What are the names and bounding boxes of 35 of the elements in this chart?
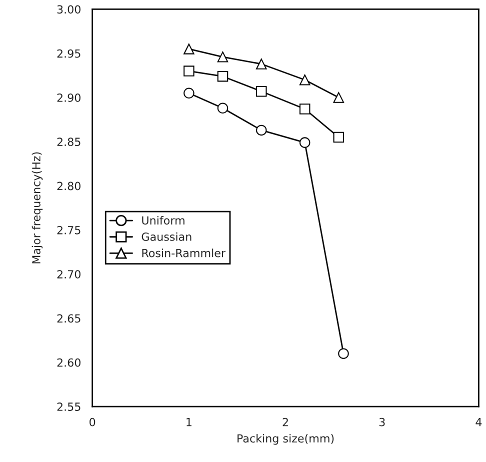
point [333,132,344,143]
point [299,104,310,114]
y-tick-label: 2.85 [57,138,80,146]
x-tick-label: 1 [186,418,192,426]
y-axis-title: Major frequency(Hz) [32,152,43,264]
legend-label: Gaussian [142,232,192,241]
point [333,92,344,103]
point [217,102,228,114]
y-tick-label: 2.80 [57,182,80,190]
point [256,86,267,97]
x-tick-label: 3 [379,418,385,426]
y-tick-label: 2.70 [57,270,80,278]
x-tick-label: 4 [476,418,482,426]
y-tick-label: 2.90 [57,94,80,102]
x-axis-title: Packing size(mm) [238,434,334,445]
point [217,52,228,62]
point [256,58,267,70]
x-tick-label: 2 [282,418,288,426]
y-tick-label: 2.60 [57,358,80,367]
point [256,124,267,136]
point [299,74,310,86]
point [184,88,194,98]
point [184,66,194,76]
point [299,137,310,148]
y-tick-label: 2.75 [57,226,80,234]
legend-label: Uniform [142,216,184,225]
y-tick-label: 2.55 [57,402,80,411]
point [217,70,228,82]
y-tick-label: 2.95 [57,49,80,58]
legend-label: Rosin-Rammler [142,248,226,258]
point [184,44,194,54]
x-tick-label: 0 [90,418,96,426]
point [338,348,349,359]
y-tick-label: 2.65 [57,314,80,323]
y-tick-label: 3.00 [57,5,80,14]
